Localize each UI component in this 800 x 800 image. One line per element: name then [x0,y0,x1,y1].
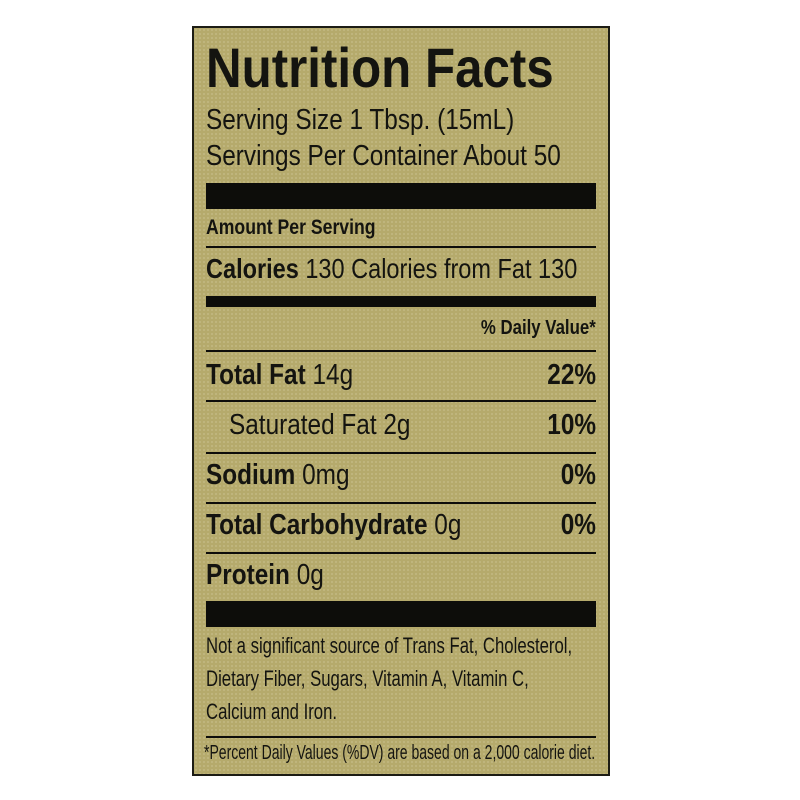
daily-value-note: *Percent Daily Values (%DV) are based on… [204,742,596,764]
divider [206,502,596,504]
nutrient-total-carbohydrate: Total Carbohydrate 0g [206,511,461,540]
calories-row: Calories 130 Calories from Fat 130 [206,255,577,283]
serving-size: Serving Size 1 Tbsp. (15mL) [206,104,515,136]
divider [206,452,596,454]
medium-divider [206,296,596,307]
nutrient-protein: Protein 0g [206,561,324,590]
amount-per-serving: Amount Per Serving [206,216,376,239]
nutrition-facts-label: Nutrition Facts Serving Size 1 Tbsp. (15… [192,26,610,776]
nutrient-name: Total Fat [206,359,306,391]
footnote-line: Calcium and Iron. [206,699,338,724]
divider [206,400,596,402]
thick-divider [206,183,596,209]
nutrient-amount: 14g [312,359,354,391]
servings-per-container: Servings Per Container About 50 [206,140,561,172]
nutrient-amount: 0g [434,509,462,541]
nutrient-sodium: Sodium 0mg [206,461,349,490]
nutrient-dv: 0% [560,459,596,491]
nutrient-name: Total Carbohydrate [206,509,428,541]
nutrient-dv: 10% [547,409,596,441]
footnote-line: Not a significant source of Trans Fat, C… [206,633,573,658]
nutrient-dv: 0% [560,509,596,541]
nutrient-amount: 0mg [302,459,350,491]
nutrient-name: Sodium [206,459,296,491]
divider [206,552,596,554]
nutrient-amount: 2g [383,409,411,441]
nutrient-amount: 0g [296,559,324,591]
label-title: Nutrition Facts [206,36,554,99]
nutrient-saturated-fat: Saturated Fat 2g [229,411,410,440]
calories-value: 130 [305,253,345,284]
calories-label: Calories [206,253,299,284]
daily-value-header: % Daily Value* [481,317,596,339]
nutrient-dv: 22% [547,359,596,391]
nutrient-name: Saturated Fat [229,409,377,441]
nutrient-total-fat: Total Fat 14g [206,361,353,390]
calories-from-fat: Calories from Fat 130 [351,253,578,284]
footnote-line: Dietary Fiber, Sugars, Vitamin A, Vitami… [206,666,529,691]
thick-divider [206,601,596,627]
divider [206,350,596,352]
divider [206,246,596,248]
nutrient-name: Protein [206,559,290,591]
divider [206,736,596,738]
